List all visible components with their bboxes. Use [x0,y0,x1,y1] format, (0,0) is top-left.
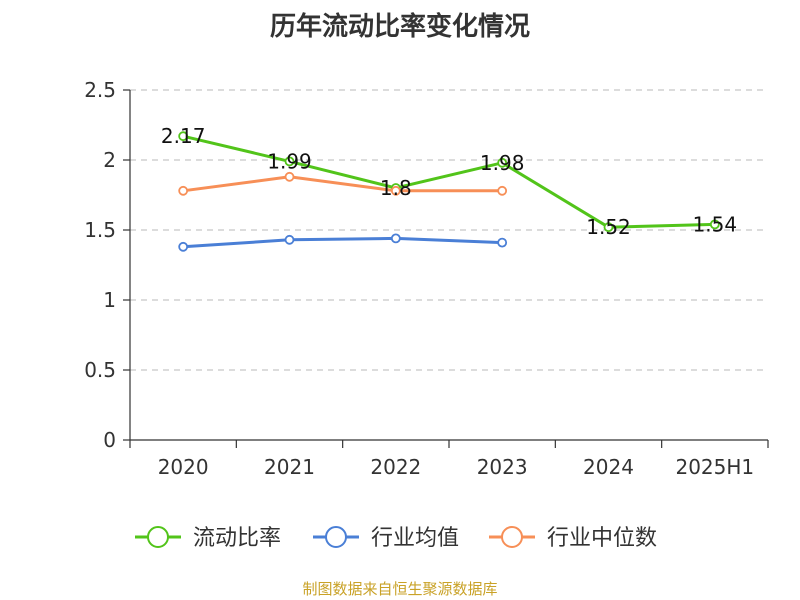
x-tick-label: 2022 [370,455,421,479]
legend-label: 流动比率 [193,526,281,551]
y-tick-label: 2.5 [84,78,116,102]
grid-lines [130,89,768,371]
y-tick-label: 0.5 [84,358,116,382]
data-label: 1.54 [693,212,738,236]
data-point [603,222,614,233]
legend-marker-icon [501,526,523,548]
x-tick-label: 2023 [477,455,528,479]
legend-marker-icon [325,526,347,548]
series-line [182,175,503,193]
data-point [709,219,720,230]
x-tick-label: 2025H1 [675,455,754,479]
y-tick-label: 0 [103,428,116,452]
data-point [284,234,295,245]
data-labels: 2.17 1.99 1.8 1.98 1.52 1.54 [161,124,737,239]
data-label: 2.17 [161,124,206,148]
data-point [390,185,401,196]
legend-marker-icon [147,526,169,548]
series-group [178,131,720,252]
data-point [178,241,189,252]
series-line [182,134,715,229]
legend-item: 行业中位数 [489,526,657,551]
data-label: 1.98 [480,151,525,175]
data-point [497,157,508,168]
legend-label: 行业中位数 [547,526,657,551]
y-tick-label: 2 [103,148,116,172]
data-point [178,185,189,196]
data-label: 1.8 [380,176,412,200]
legend-label: 行业均值 [371,526,459,551]
legend: 流动比率 行业均值 行业中位数 [135,526,657,551]
series-line [183,236,503,249]
data-point [390,233,401,244]
data-source-note: 制图数据来自恒生聚源数据库 [302,580,498,598]
x-tick-label: 2021 [264,455,315,479]
legend-item: 流动比率 [135,526,281,551]
legend-item: 行业均值 [313,526,459,551]
data-point [284,156,295,167]
y-tick-label: 1.5 [84,218,116,242]
data-point [497,185,508,196]
chart-title: 历年流动比率变化情况 [269,12,530,42]
data-label: 1.52 [586,215,631,239]
data-label: 1.99 [267,149,312,173]
data-point [497,237,508,248]
data-point [178,131,189,142]
data-point [284,171,295,182]
x-tick-label: 2024 [583,455,634,479]
y-tick-label: 1 [103,288,116,312]
x-tick-label: 2020 [158,455,209,479]
